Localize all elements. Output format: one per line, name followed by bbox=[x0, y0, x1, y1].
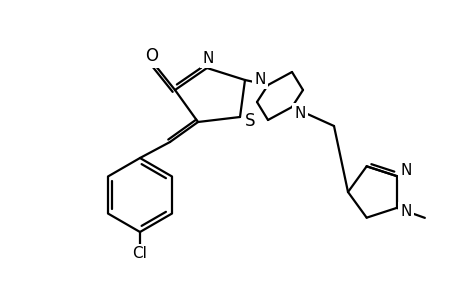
Text: N: N bbox=[399, 163, 411, 178]
Text: O: O bbox=[145, 47, 158, 65]
Text: N: N bbox=[254, 71, 265, 86]
Text: N: N bbox=[202, 50, 213, 65]
Text: N: N bbox=[399, 204, 411, 219]
Text: Cl: Cl bbox=[132, 247, 147, 262]
Text: S: S bbox=[244, 112, 255, 130]
Text: N: N bbox=[294, 106, 305, 121]
